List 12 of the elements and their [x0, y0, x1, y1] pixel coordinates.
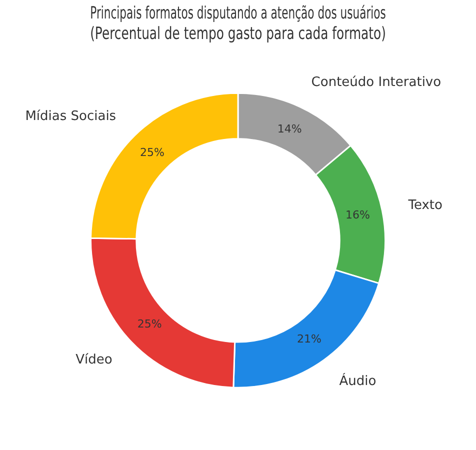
text: (Percentual de tempo gasto para cada formato): [90, 23, 386, 44]
slice-label: Mídias Sociais: [25, 108, 116, 124]
data-label: 21%: [296, 332, 322, 346]
data-label: 25%: [140, 146, 164, 160]
slice-label: Texto: [407, 198, 443, 213]
slice-label: Conteúdo Interativo: [311, 75, 442, 90]
data-label: 25%: [137, 318, 162, 331]
data-label: 16%: [346, 208, 370, 222]
data-label: 14%: [277, 122, 302, 136]
slice-label: Áudio: [339, 372, 376, 389]
text: Principais formatos disputando a atenção dos usuários: [90, 4, 386, 24]
slice-label: Vídeo: [76, 352, 112, 368]
